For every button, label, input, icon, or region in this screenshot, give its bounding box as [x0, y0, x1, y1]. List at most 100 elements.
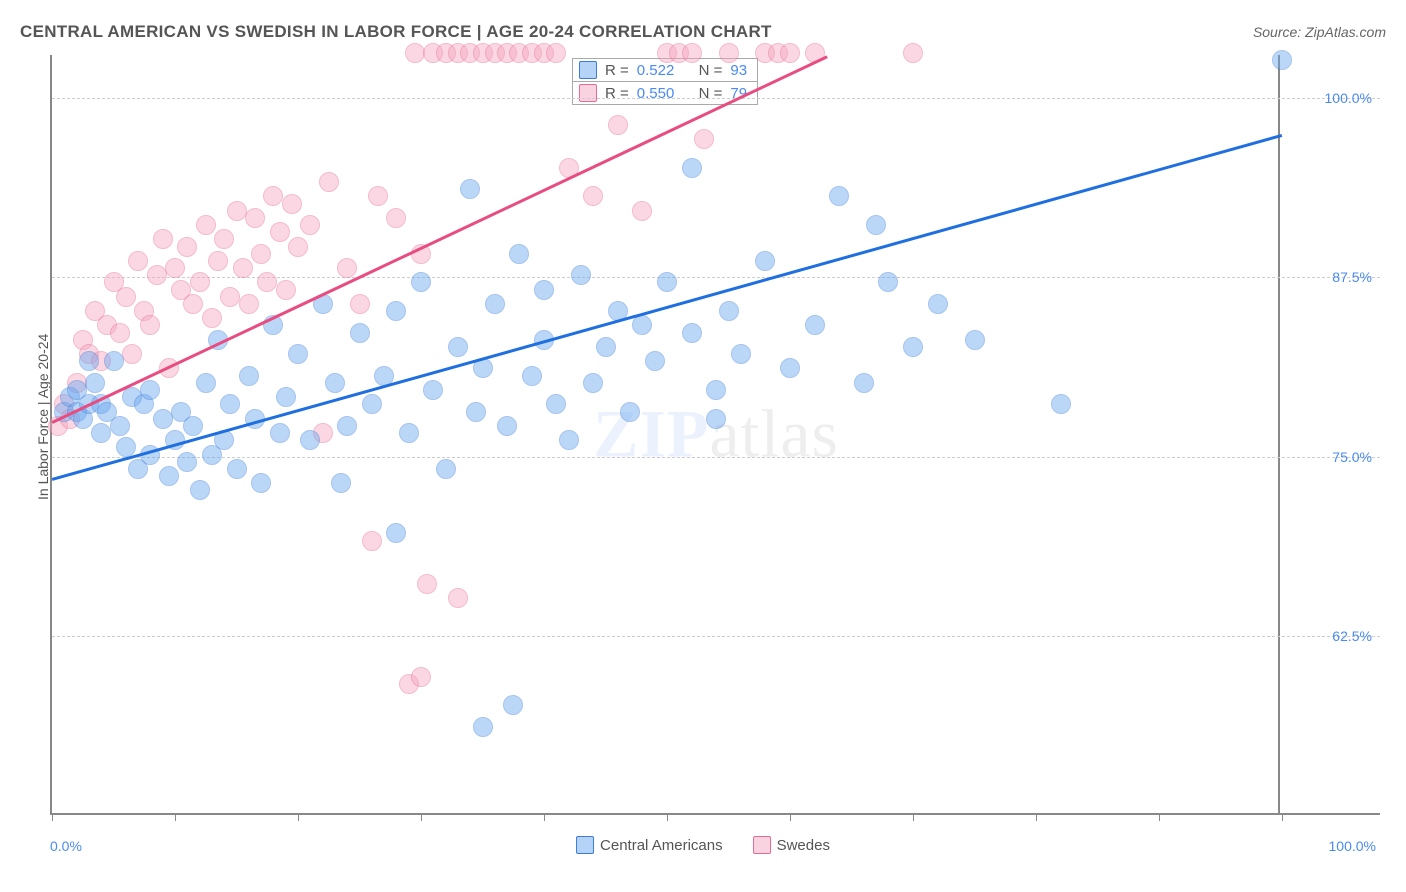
legend-swatch-pink	[753, 836, 771, 854]
data-point	[706, 409, 726, 429]
data-point	[411, 667, 431, 687]
data-point	[270, 423, 290, 443]
data-point	[331, 473, 351, 493]
data-point	[350, 294, 370, 314]
data-point	[239, 294, 259, 314]
data-point	[534, 280, 554, 300]
data-point	[632, 315, 652, 335]
data-point	[805, 315, 825, 335]
r-value-1: 0.522	[637, 62, 675, 79]
source-attribution: Source: ZipAtlas.com	[1253, 24, 1386, 40]
data-point	[183, 294, 203, 314]
gridline	[52, 98, 1380, 99]
x-tick	[1036, 813, 1037, 821]
data-point	[147, 265, 167, 285]
data-point	[196, 373, 216, 393]
data-point	[91, 423, 111, 443]
data-point	[399, 423, 419, 443]
stats-swatch-blue	[579, 61, 597, 79]
data-point	[386, 301, 406, 321]
data-point	[473, 717, 493, 737]
data-point	[460, 179, 480, 199]
data-point	[719, 301, 739, 321]
data-point	[497, 416, 517, 436]
data-point	[214, 229, 234, 249]
chart-header: CENTRAL AMERICAN VS SWEDISH IN LABOR FOR…	[20, 22, 1386, 42]
data-point	[448, 588, 468, 608]
data-point	[731, 344, 751, 364]
data-point	[423, 380, 443, 400]
data-point	[362, 394, 382, 414]
data-point	[183, 416, 203, 436]
data-point	[411, 272, 431, 292]
x-tick	[1159, 813, 1160, 821]
legend-item-central-americans: Central Americans	[576, 836, 723, 854]
data-point	[239, 366, 259, 386]
data-point	[829, 186, 849, 206]
data-point	[220, 394, 240, 414]
data-point	[866, 215, 886, 235]
data-point	[202, 308, 222, 328]
r-label: R =	[605, 62, 629, 79]
gridline	[52, 636, 1380, 637]
data-point	[1272, 50, 1292, 70]
data-point	[485, 294, 505, 314]
x-tick	[1282, 813, 1283, 821]
data-point	[362, 531, 382, 551]
data-point	[386, 208, 406, 228]
data-point	[85, 373, 105, 393]
x-tick	[544, 813, 545, 821]
data-point	[122, 344, 142, 364]
chart-title: CENTRAL AMERICAN VS SWEDISH IN LABOR FOR…	[20, 22, 772, 42]
data-point	[116, 287, 136, 307]
data-point	[245, 208, 265, 228]
data-point	[300, 215, 320, 235]
data-point	[190, 480, 210, 500]
data-point	[706, 380, 726, 400]
data-point	[466, 402, 486, 422]
data-point	[448, 337, 468, 357]
data-point	[288, 344, 308, 364]
data-point	[965, 330, 985, 350]
data-point	[79, 351, 99, 371]
data-point	[227, 459, 247, 479]
data-point	[417, 574, 437, 594]
source-name: ZipAtlas.com	[1305, 24, 1386, 40]
data-point	[657, 272, 677, 292]
data-point	[903, 43, 923, 63]
data-point	[928, 294, 948, 314]
data-point	[596, 337, 616, 357]
watermark-zip: ZIP	[593, 396, 709, 472]
data-point	[780, 358, 800, 378]
data-point	[110, 323, 130, 343]
y-tick-label: 100.0%	[1325, 90, 1372, 106]
data-point	[620, 402, 640, 422]
data-point	[251, 473, 271, 493]
data-point	[719, 43, 739, 63]
y-tick-label: 75.0%	[1332, 449, 1372, 465]
data-point	[319, 172, 339, 192]
data-point	[282, 194, 302, 214]
x-tick	[667, 813, 668, 821]
data-point	[854, 373, 874, 393]
data-point	[270, 222, 290, 242]
data-point	[682, 43, 702, 63]
data-point	[140, 380, 160, 400]
data-point	[503, 695, 523, 715]
data-point	[288, 237, 308, 257]
data-point	[227, 201, 247, 221]
legend-label-2: Swedes	[777, 837, 830, 854]
legend-label-1: Central Americans	[600, 837, 723, 854]
plot-right-border	[1278, 55, 1280, 813]
x-tick	[790, 813, 791, 821]
watermark-atlas: atlas	[709, 396, 839, 472]
data-point	[546, 394, 566, 414]
data-point	[251, 244, 271, 264]
stats-swatch-pink	[579, 84, 597, 102]
data-point	[780, 43, 800, 63]
data-point	[694, 129, 714, 149]
legend-item-swedes: Swedes	[753, 836, 830, 854]
x-tick	[52, 813, 53, 821]
data-point	[522, 366, 542, 386]
data-point	[196, 215, 216, 235]
